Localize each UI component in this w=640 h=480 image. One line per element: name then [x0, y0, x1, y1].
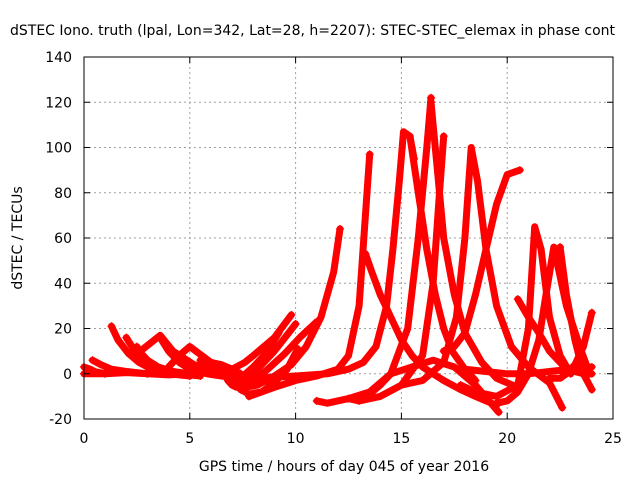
- series-trace: [440, 166, 524, 355]
- x-axis-label: GPS time / hours of day 045 of year 2016: [199, 459, 489, 475]
- tick-labels: 0 5 10 15 20 25 -20 0 20 40 60 80 100 120 140: [45, 50, 622, 447]
- plus-marker: [312, 396, 321, 405]
- plus-marker: [405, 132, 414, 141]
- plus-marker: [515, 166, 524, 175]
- y-tick-label: 0: [63, 367, 72, 383]
- chart-title: dSTEC Iono. truth (lpal, Lon=342, Lat=28…: [10, 23, 616, 39]
- plus-marker: [427, 98, 436, 107]
- plus-marker: [336, 224, 345, 233]
- y-axis-label: dSTEC / TECUs: [10, 186, 26, 289]
- plus-marker: [471, 376, 480, 385]
- plus-marker: [293, 344, 302, 353]
- y-tick-label: 80: [54, 186, 72, 202]
- plus-marker: [587, 362, 596, 371]
- plus-marker: [287, 310, 296, 319]
- plus-marker: [439, 132, 448, 141]
- x-tick-label: 25: [604, 431, 622, 447]
- series-3: [88, 356, 152, 378]
- plus-marker: [132, 342, 141, 351]
- plus-marker: [291, 319, 300, 328]
- plus-marker: [545, 374, 554, 383]
- plus-marker: [397, 381, 406, 390]
- plus-marker: [492, 399, 501, 408]
- series-31: [556, 243, 596, 394]
- plus-marker: [101, 369, 110, 378]
- series-11: [223, 319, 300, 391]
- plus-marker: [228, 365, 237, 374]
- plus-marker: [164, 362, 173, 371]
- x-tick-label: 15: [392, 431, 410, 447]
- x-tick-label: 10: [287, 431, 305, 447]
- series-23: [405, 132, 480, 385]
- y-tick-label: 140: [45, 50, 72, 66]
- series-trace: [457, 223, 575, 400]
- plus-marker: [143, 369, 152, 378]
- plus-marker: [365, 150, 374, 159]
- series-trace: [80, 363, 109, 378]
- plus-marker: [236, 385, 245, 394]
- series-trace: [249, 128, 418, 382]
- x-tick-label: 20: [498, 431, 516, 447]
- plus-marker: [156, 333, 165, 342]
- plus-marker: [460, 365, 469, 374]
- y-tick-label: 120: [45, 95, 72, 111]
- plus-marker: [232, 378, 241, 387]
- plus-marker: [587, 385, 596, 394]
- series-16: [236, 329, 283, 383]
- series-6: [132, 342, 194, 378]
- series-layer: [80, 93, 596, 417]
- plus-marker: [139, 344, 148, 353]
- series-trace: [156, 334, 242, 382]
- series-trace: [133, 343, 194, 378]
- y-tick-label: 60: [54, 231, 72, 247]
- plus-marker: [513, 295, 522, 304]
- plus-marker: [587, 369, 596, 378]
- series-32: [460, 362, 596, 378]
- plus-marker: [587, 308, 596, 317]
- series-15: [228, 310, 296, 374]
- plus-marker: [556, 243, 565, 252]
- plus-marker: [439, 347, 448, 356]
- plus-marker: [196, 356, 205, 365]
- x-tick-label: 0: [80, 431, 89, 447]
- y-tick-label: -20: [49, 412, 72, 428]
- plus-marker: [456, 381, 465, 390]
- plus-marker: [494, 408, 503, 417]
- plus-marker: [107, 322, 116, 331]
- series-trace: [361, 250, 501, 409]
- plus-marker: [88, 356, 97, 365]
- y-tick-label: 40: [54, 276, 72, 292]
- series-trace: [237, 329, 283, 382]
- plus-marker: [122, 333, 131, 342]
- plus-marker: [236, 374, 245, 383]
- plus-marker: [245, 392, 254, 401]
- plus-marker: [228, 374, 237, 383]
- plus-marker: [249, 374, 258, 383]
- y-tick-label: 20: [54, 322, 72, 338]
- plus-marker: [274, 329, 283, 338]
- series-26: [439, 166, 524, 356]
- plus-marker: [355, 396, 364, 405]
- plus-marker: [344, 394, 353, 403]
- series-trace: [89, 356, 151, 378]
- plus-marker: [361, 249, 370, 258]
- series-trace: [406, 132, 479, 384]
- series-trace: [228, 311, 295, 373]
- plus-marker: [558, 403, 567, 412]
- series-trace: [556, 243, 596, 394]
- series-trace: [224, 320, 300, 391]
- x-tick-label: 5: [185, 431, 194, 447]
- series-trace: [461, 363, 596, 378]
- axis-ticks: [83, 56, 614, 420]
- y-tick-label: 100: [45, 141, 72, 157]
